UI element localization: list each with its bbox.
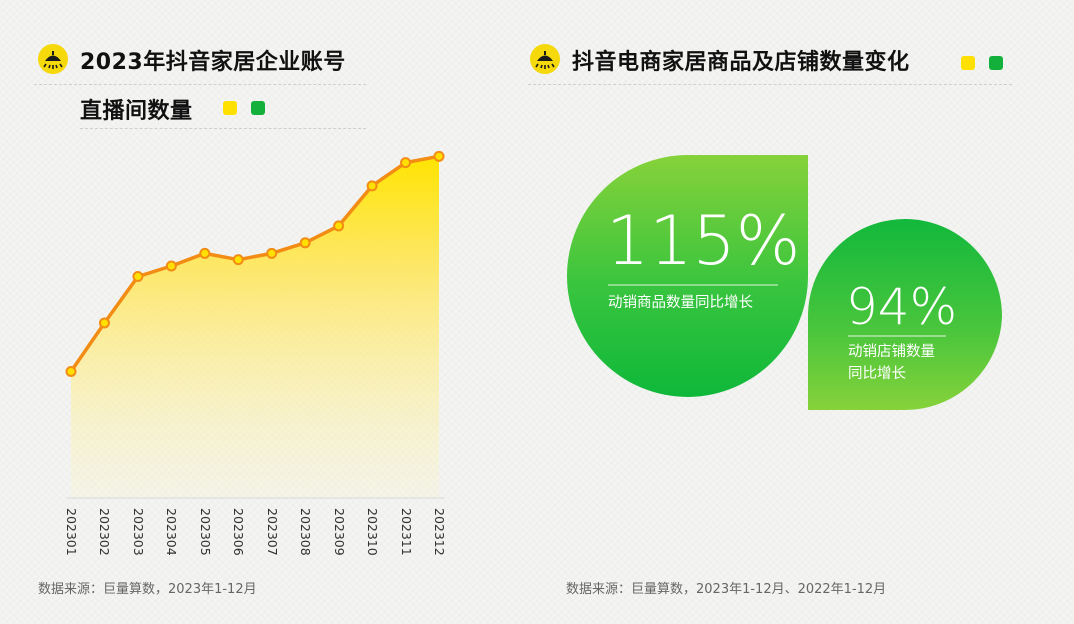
lamp-icon bbox=[38, 44, 68, 74]
x-tick-label: 202302 bbox=[97, 508, 113, 556]
data-point-202311 bbox=[400, 157, 412, 169]
data-point-202301 bbox=[65, 365, 77, 377]
store-growth-value: 94% bbox=[846, 278, 958, 336]
x-tick-label: 202308 bbox=[298, 508, 314, 556]
lamp-icon-right bbox=[530, 44, 560, 74]
x-tick-label: 202306 bbox=[231, 508, 247, 556]
data-point-202308 bbox=[299, 237, 311, 249]
right-data-source: 数据来源：巨量算数，2023年1-12月、2022年1-12月 bbox=[566, 582, 887, 597]
left-chart-title-line1: 2023年抖音家居企业账号 bbox=[80, 50, 346, 75]
series-line bbox=[69, 154, 440, 373]
store-growth-label-line2: 同比增长 bbox=[848, 366, 906, 382]
x-tick-label: 202307 bbox=[264, 508, 280, 556]
goods-growth-shape bbox=[567, 155, 808, 397]
x-tick-label: 202309 bbox=[331, 508, 347, 556]
data-point-202312 bbox=[433, 150, 445, 162]
x-tick-label: 202305 bbox=[197, 508, 213, 556]
left-title-divider-2 bbox=[80, 128, 366, 129]
data-point-202302 bbox=[98, 317, 110, 329]
left-chart-title-line2: 直播间数量 bbox=[80, 99, 193, 124]
x-tick-label: 202312 bbox=[432, 508, 447, 556]
data-point-202305 bbox=[199, 247, 211, 259]
right-panel-title: 抖音电商家居商品及店铺数量变化 bbox=[572, 50, 910, 75]
x-tick-label: 202303 bbox=[130, 508, 146, 556]
x-tick-label: 202310 bbox=[365, 508, 381, 556]
legend-yellow-square bbox=[223, 101, 237, 115]
data-point-202304 bbox=[165, 260, 177, 272]
left-title-divider-1 bbox=[34, 84, 366, 85]
right-title-divider bbox=[528, 84, 1012, 85]
data-point-202303 bbox=[132, 271, 144, 283]
store-growth-label-line1: 动销店铺数量 bbox=[848, 344, 935, 360]
x-tick-label: 202301 bbox=[64, 508, 79, 556]
area-fill bbox=[71, 156, 439, 498]
data-point-202307 bbox=[266, 247, 278, 259]
data-point-202306 bbox=[232, 254, 244, 266]
goods-growth-value: 115% bbox=[606, 202, 801, 281]
live-room-count-area-chart bbox=[65, 150, 445, 499]
x-tick-label: 202311 bbox=[398, 508, 414, 556]
data-point-202310 bbox=[366, 180, 378, 192]
goods-growth-label: 动销商品数量同比增长 bbox=[608, 295, 753, 311]
data-point-202309 bbox=[333, 220, 345, 232]
right-legend-green-square bbox=[989, 56, 1003, 70]
store-growth-shape bbox=[808, 219, 1002, 410]
right-legend-yellow-square bbox=[961, 56, 975, 70]
left-data-source: 数据来源：巨量算数，2023年1-12月 bbox=[38, 582, 257, 597]
legend-green-square bbox=[251, 101, 265, 115]
growth-shapes bbox=[567, 155, 1002, 410]
x-tick-label: 202304 bbox=[164, 508, 180, 556]
